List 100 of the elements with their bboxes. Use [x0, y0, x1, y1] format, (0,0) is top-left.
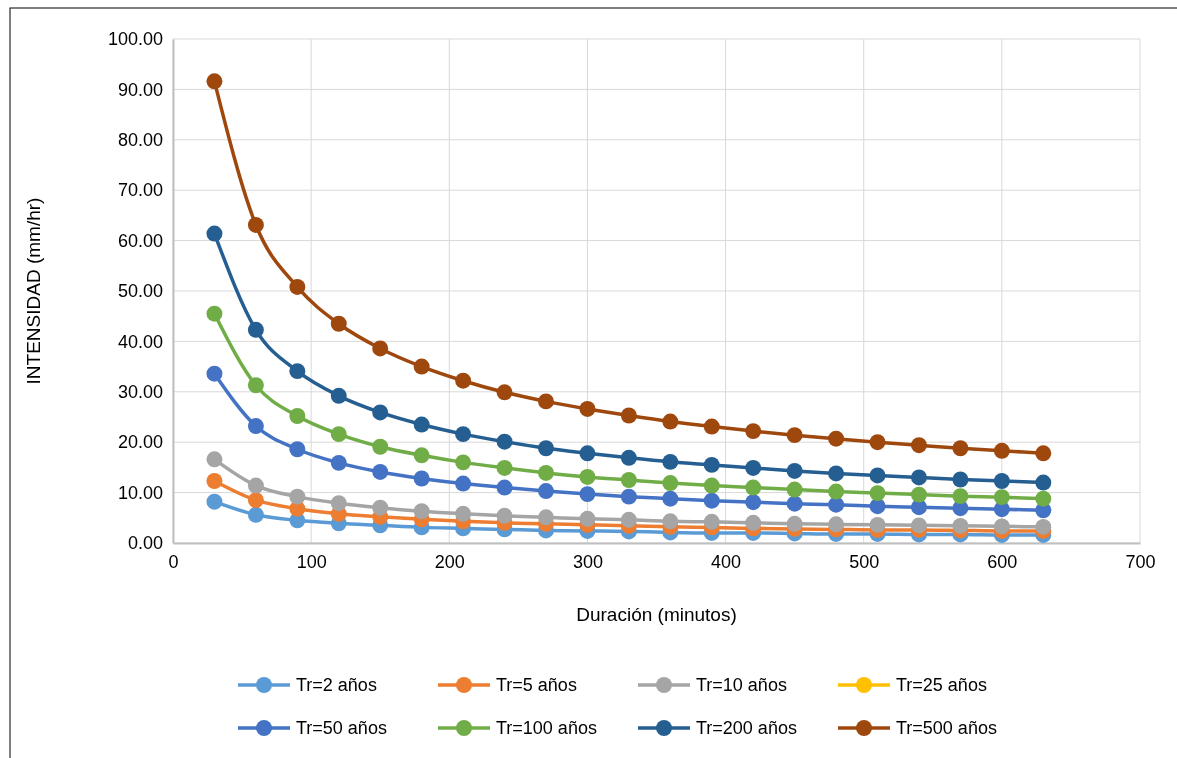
- point: [579, 469, 596, 485]
- point: [413, 358, 430, 375]
- point: [455, 505, 472, 522]
- point: [745, 494, 762, 511]
- x-axis-title: Duración (minutos): [576, 604, 737, 625]
- point: [413, 416, 430, 433]
- legend-label: Tr=10 años: [696, 675, 787, 696]
- x-tick-label: 100: [296, 551, 327, 572]
- point: [206, 305, 223, 322]
- y-tick-label: 40.00: [117, 331, 163, 352]
- point: [247, 492, 264, 509]
- point: [952, 440, 969, 457]
- point: [910, 517, 927, 534]
- point: [538, 440, 554, 457]
- point: [538, 483, 554, 500]
- point: [952, 517, 969, 534]
- point: [662, 475, 679, 491]
- point: [247, 506, 264, 523]
- legend-label: Tr=2 años: [296, 675, 377, 696]
- point: [662, 513, 679, 530]
- point: [786, 481, 803, 498]
- point: [620, 488, 637, 505]
- legend-label: Tr=200 años: [696, 718, 797, 739]
- point: [289, 279, 306, 295]
- legend-label: Tr=5 años: [496, 675, 577, 696]
- point: [247, 477, 264, 494]
- point: [662, 413, 679, 430]
- x-tick-label: 600: [987, 551, 1018, 572]
- point: [289, 488, 306, 505]
- point: [745, 479, 762, 496]
- point: [206, 365, 223, 382]
- y-tick-label: 0.00: [127, 533, 163, 554]
- point: [372, 438, 389, 455]
- point: [579, 486, 596, 503]
- point: [786, 462, 803, 479]
- point: [372, 463, 389, 480]
- point: [496, 507, 513, 524]
- point: [1035, 474, 1052, 491]
- x-tick-label: 300: [572, 551, 603, 572]
- point: [620, 472, 637, 488]
- point: [703, 418, 720, 435]
- y-tick-label: 10.00: [117, 482, 163, 503]
- point: [993, 489, 1010, 506]
- point: [206, 451, 223, 468]
- y-tick-label: 90.00: [117, 79, 163, 100]
- point: [455, 475, 472, 492]
- point: [703, 456, 720, 473]
- point: [372, 404, 389, 421]
- point: [869, 516, 886, 533]
- point: [703, 492, 720, 509]
- point: [662, 490, 679, 507]
- point: [869, 467, 886, 484]
- x-tick-label: 0: [168, 551, 179, 572]
- point: [289, 363, 306, 380]
- point: [538, 393, 554, 410]
- point: [786, 427, 803, 444]
- point: [330, 387, 347, 404]
- x-tick-label: 200: [434, 551, 465, 572]
- point: [952, 471, 969, 488]
- point: [579, 400, 596, 417]
- point: [330, 315, 347, 332]
- point: [579, 510, 596, 527]
- y-axis-title: INTENSIDAD (mm/hr): [23, 197, 44, 385]
- point: [247, 321, 264, 338]
- point: [1035, 518, 1052, 535]
- point: [703, 513, 720, 530]
- point: [372, 499, 389, 516]
- point: [952, 488, 969, 505]
- point: [413, 470, 430, 487]
- point: [330, 454, 347, 471]
- point: [620, 511, 637, 528]
- y-tick-label: 20.00: [117, 432, 163, 453]
- point: [206, 493, 223, 510]
- point: [703, 477, 720, 494]
- point: [413, 447, 430, 464]
- point: [413, 503, 430, 520]
- point: [828, 496, 845, 513]
- y-tick-label: 70.00: [117, 180, 163, 201]
- x-tick-label: 400: [711, 551, 742, 572]
- x-tick-label: 700: [1125, 551, 1156, 572]
- legend-label: Tr=50 años: [296, 718, 387, 739]
- point: [496, 479, 513, 496]
- point: [206, 473, 223, 489]
- y-tick-label: 60.00: [117, 230, 163, 251]
- point: [1035, 445, 1052, 462]
- point: [372, 340, 389, 357]
- point: [620, 407, 637, 424]
- point: [869, 485, 886, 502]
- point: [289, 441, 306, 458]
- point: [496, 433, 513, 450]
- legend-label: Tr=100 años: [496, 718, 597, 739]
- point: [330, 426, 347, 443]
- point: [538, 509, 554, 526]
- point: [496, 384, 513, 401]
- y-tick-label: 30.00: [117, 382, 163, 403]
- y-tick-label: 50.00: [117, 281, 163, 302]
- point: [538, 464, 554, 481]
- point: [828, 483, 845, 500]
- x-tick-label: 500: [849, 551, 880, 572]
- point: [828, 430, 845, 447]
